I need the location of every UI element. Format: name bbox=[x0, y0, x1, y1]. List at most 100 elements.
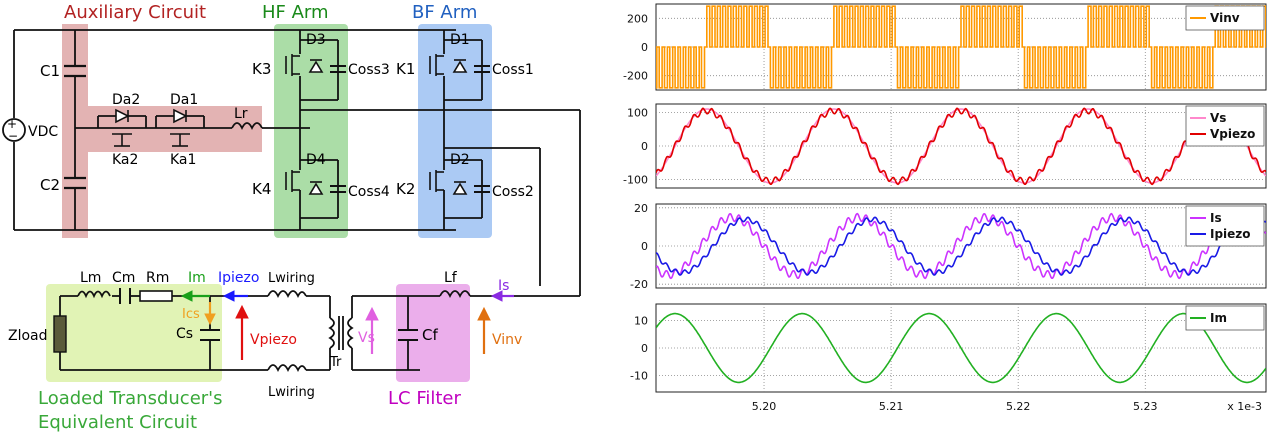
x-axis-labels: 5.20 5.21 5.22 5.23 x 1e-3 bbox=[752, 400, 1262, 413]
diode-da2 bbox=[115, 108, 130, 124]
da1-label: Da1 bbox=[170, 92, 198, 108]
inductor-lf bbox=[439, 290, 471, 299]
coss2-label: Coss2 bbox=[492, 184, 534, 200]
x-tick-label: 5.20 bbox=[752, 400, 777, 413]
y-tick-label: 100 bbox=[627, 106, 648, 119]
auxiliary-circuit-title: Auxiliary Circuit bbox=[64, 2, 206, 23]
capacitor-cf bbox=[398, 329, 418, 341]
series-ipiezo bbox=[656, 216, 1266, 276]
zload-block bbox=[53, 315, 67, 353]
wiring bbox=[13, 29, 581, 371]
d4-label: D4 bbox=[306, 152, 326, 168]
y-tick-label: -10 bbox=[630, 370, 648, 383]
transducer-title-line1: Loaded Transducer's bbox=[38, 388, 223, 409]
d2-label: D2 bbox=[450, 152, 470, 168]
y-tick-label: 0 bbox=[641, 342, 648, 355]
tr-label: Tr bbox=[329, 355, 342, 370]
diode-d4 bbox=[308, 181, 324, 195]
switch-k4 bbox=[285, 170, 300, 192]
capacitor-c2 bbox=[64, 176, 86, 190]
arrow-ics bbox=[204, 302, 216, 326]
arrow-is bbox=[490, 290, 514, 302]
arrow-vs bbox=[365, 306, 379, 354]
hf-arm-title: HF Arm bbox=[262, 2, 329, 23]
legend-box bbox=[1185, 205, 1265, 247]
series-vs bbox=[656, 108, 1266, 184]
y-tick-label: 0 bbox=[641, 41, 648, 54]
x-tick-label: 5.22 bbox=[1006, 400, 1031, 413]
legend-box bbox=[1185, 105, 1265, 147]
k1-label: K1 bbox=[396, 60, 415, 78]
is-label: Is bbox=[498, 278, 509, 294]
cf-label: Cf bbox=[422, 326, 438, 344]
switch-ka2 bbox=[112, 133, 132, 147]
ipiezo-label: Ipiezo bbox=[218, 270, 259, 286]
diode-d1 bbox=[452, 59, 468, 73]
transducer-region bbox=[46, 284, 222, 382]
auxiliary-region bbox=[62, 24, 262, 238]
coss1-label: Coss1 bbox=[492, 62, 534, 78]
switch-k3 bbox=[285, 54, 300, 76]
plot-vinv: 200 0 -200 Vinv bbox=[623, 3, 1267, 91]
lc-filter-title: LC Filter bbox=[388, 388, 461, 409]
arrow-im bbox=[180, 290, 210, 302]
plot-im: 10 0 -10 Im bbox=[630, 303, 1267, 393]
arrow-ipiezo bbox=[222, 290, 248, 302]
y-tick-label: 20 bbox=[634, 202, 648, 215]
capacitor-c1 bbox=[64, 64, 86, 78]
arrow-vinv bbox=[477, 306, 491, 354]
y-tick-label: 0 bbox=[641, 140, 648, 153]
d3-label: D3 bbox=[306, 32, 326, 48]
series-is bbox=[656, 212, 1266, 280]
k2-label: K2 bbox=[396, 180, 415, 198]
d1-label: D1 bbox=[450, 32, 470, 48]
capacitor-coss2 bbox=[474, 185, 490, 193]
vinv-label: Vinv bbox=[492, 332, 522, 348]
inductor-lr bbox=[231, 122, 263, 131]
y-tick-label: -100 bbox=[623, 174, 648, 187]
ics-label: Ics bbox=[182, 307, 200, 322]
lwiring-top-label: Lwiring bbox=[268, 271, 315, 286]
cm-label: Cm bbox=[112, 270, 135, 286]
vpiezo-label: Vpiezo bbox=[250, 332, 297, 348]
y-tick-label: 10 bbox=[634, 315, 648, 328]
capacitor-cs bbox=[200, 329, 220, 341]
svg-text:−: − bbox=[8, 129, 18, 143]
series-vpiezo bbox=[656, 107, 1266, 186]
c2-label: C2 bbox=[40, 176, 60, 194]
capacitor-cm bbox=[119, 288, 131, 304]
vs-label: Vs bbox=[358, 330, 375, 346]
svg-text:+: + bbox=[7, 117, 17, 131]
coss3-label: Coss3 bbox=[348, 62, 390, 78]
lc-filter-region bbox=[396, 284, 470, 382]
lf-label: Lf bbox=[444, 270, 458, 286]
coss4-label: Coss4 bbox=[348, 184, 390, 200]
switch-ka1 bbox=[170, 133, 190, 147]
legend-label: Is bbox=[1210, 211, 1222, 225]
inductor-lm bbox=[77, 290, 111, 299]
legend-label: Vinv bbox=[1210, 11, 1240, 25]
y-tick-label: -20 bbox=[630, 278, 648, 291]
circuit-diagram: Auxiliary Circuit HF Arm BF Arm Loaded T… bbox=[2, 2, 581, 433]
transducer-title-line2: Equivalent Circuit bbox=[38, 412, 197, 433]
lwiring-bottom-label: Lwiring bbox=[268, 385, 315, 400]
switch-k2 bbox=[429, 170, 444, 192]
y-tick-label: 0 bbox=[641, 240, 648, 253]
legend-label: Vs bbox=[1210, 111, 1226, 125]
rm-label: Rm bbox=[146, 270, 169, 286]
capacitor-coss1 bbox=[474, 65, 490, 73]
switch-k1 bbox=[429, 54, 444, 76]
inductor-lwiring-bottom bbox=[267, 364, 307, 373]
x-tick-label: 5.23 bbox=[1133, 400, 1158, 413]
dc-source: +− bbox=[2, 117, 26, 143]
series-vinv bbox=[656, 5, 1266, 89]
k3-label: K3 bbox=[252, 60, 271, 78]
k4-label: K4 bbox=[252, 180, 271, 198]
plot-frame bbox=[655, 103, 1267, 189]
resistor-rm bbox=[139, 290, 173, 302]
x-unit-label: x 1e-3 bbox=[1227, 400, 1262, 413]
im-label: Im bbox=[188, 270, 206, 286]
series-im bbox=[656, 312, 1266, 384]
ka2-label: Ka2 bbox=[112, 152, 138, 168]
